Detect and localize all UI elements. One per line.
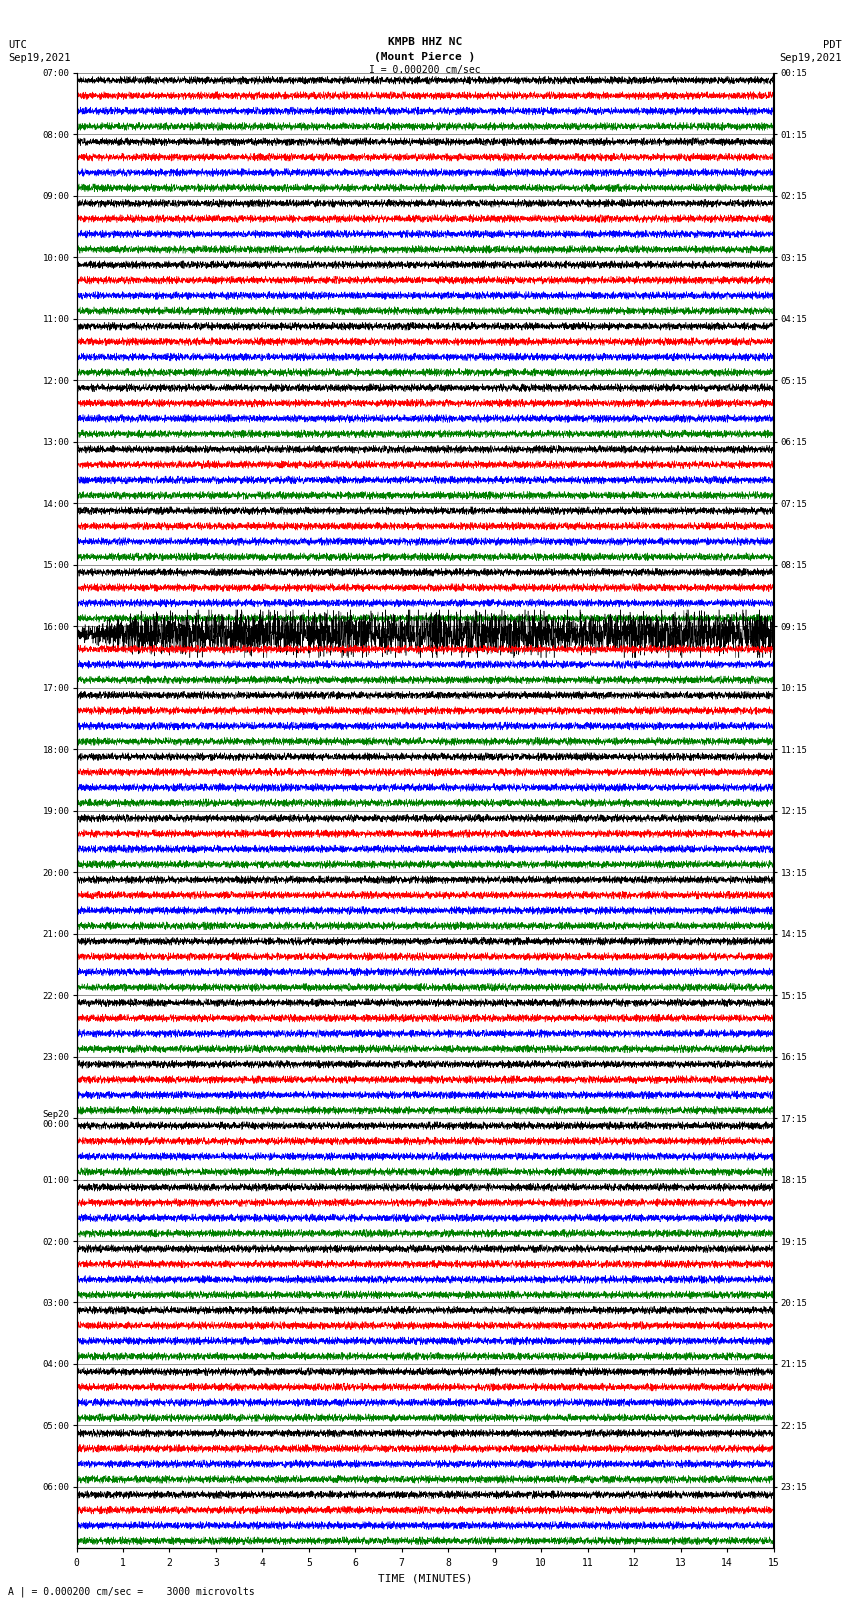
Text: Sep19,2021: Sep19,2021 bbox=[779, 53, 842, 63]
Text: I = 0.000200 cm/sec: I = 0.000200 cm/sec bbox=[369, 65, 481, 74]
Text: (Mount Pierce ): (Mount Pierce ) bbox=[374, 52, 476, 61]
Text: UTC: UTC bbox=[8, 40, 27, 50]
Text: A | = 0.000200 cm/sec =    3000 microvolts: A | = 0.000200 cm/sec = 3000 microvolts bbox=[8, 1586, 255, 1597]
Text: KMPB HHZ NC: KMPB HHZ NC bbox=[388, 37, 462, 47]
X-axis label: TIME (MINUTES): TIME (MINUTES) bbox=[377, 1573, 473, 1582]
Text: Sep19,2021: Sep19,2021 bbox=[8, 53, 71, 63]
Text: PDT: PDT bbox=[823, 40, 842, 50]
